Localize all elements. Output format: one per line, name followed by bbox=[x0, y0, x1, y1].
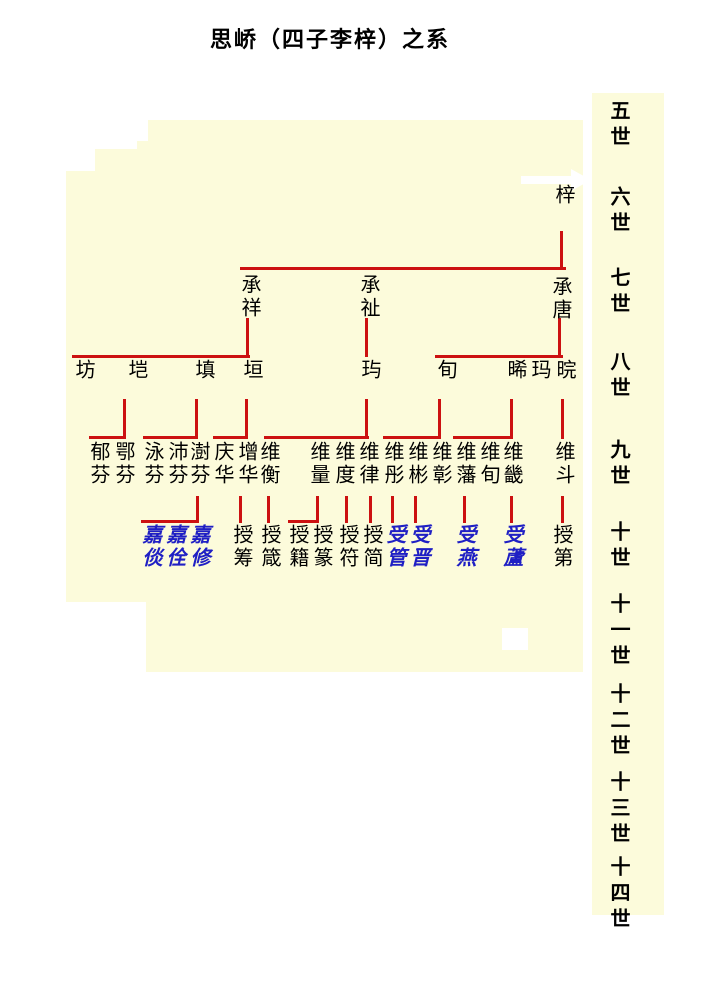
connector-vertical bbox=[510, 399, 513, 439]
connector-vertical bbox=[463, 496, 466, 523]
generation-label: 十二世 bbox=[607, 683, 629, 761]
page-title: 思峤（四子李梓）之系 bbox=[209, 27, 450, 52]
connector-vertical bbox=[196, 496, 199, 523]
person-node: 维斗 bbox=[552, 441, 574, 487]
person-node: 受管 bbox=[383, 524, 405, 570]
person-node: 授篆 bbox=[310, 524, 332, 570]
panel-cutout bbox=[66, 120, 148, 141]
person-node: 泳芬 bbox=[141, 441, 163, 487]
connector-vertical bbox=[195, 399, 198, 439]
connector-vertical bbox=[558, 318, 561, 357]
person-node: 授筹 bbox=[230, 524, 252, 570]
connector-horizontal bbox=[213, 436, 248, 439]
person-node: 授籍 bbox=[286, 524, 308, 570]
connector-horizontal bbox=[72, 355, 250, 358]
tree-panel bbox=[66, 120, 583, 672]
person-node: 垣 bbox=[240, 359, 262, 382]
connector-vertical bbox=[267, 496, 270, 523]
connector-vertical bbox=[239, 496, 242, 523]
person-node: 郁芬 bbox=[87, 441, 109, 487]
person-node: 梓 bbox=[552, 184, 574, 207]
connector-vertical bbox=[245, 399, 248, 439]
connector-vertical bbox=[345, 496, 348, 523]
person-node: 鄂芬 bbox=[112, 441, 134, 487]
connector-horizontal bbox=[89, 436, 126, 439]
connector-vertical bbox=[560, 231, 563, 269]
person-node: 旬 bbox=[434, 359, 456, 382]
person-node: 承祥 bbox=[238, 274, 260, 320]
person-node: 受蘆 bbox=[500, 524, 522, 570]
person-node: 坊 bbox=[72, 359, 94, 382]
generation-label: 八世 bbox=[607, 351, 629, 403]
person-node: 嘉倓 bbox=[139, 524, 161, 570]
connector-vertical bbox=[414, 496, 417, 523]
person-node: 庆华 bbox=[211, 441, 233, 487]
person-node: 沛芬 bbox=[165, 441, 187, 487]
person-node: 承唐 bbox=[549, 276, 571, 322]
connector-vertical bbox=[561, 496, 564, 523]
person-node: 玙 bbox=[358, 359, 380, 382]
connector-vertical bbox=[246, 318, 249, 357]
person-node: 授第 bbox=[550, 524, 572, 570]
panel-cutout bbox=[66, 149, 95, 171]
connector-horizontal bbox=[435, 355, 563, 358]
generation-label: 十三世 bbox=[607, 771, 629, 849]
person-node: 受晋 bbox=[407, 524, 429, 570]
generation-label: 九世 bbox=[607, 439, 629, 491]
person-node: 维藩 bbox=[453, 441, 475, 487]
person-node: 晞 bbox=[504, 359, 526, 382]
person-node: 维彤 bbox=[381, 441, 403, 487]
person-node: 澍芬 bbox=[187, 441, 209, 487]
panel-cutout bbox=[502, 628, 528, 650]
connector-horizontal bbox=[383, 436, 441, 439]
connector-horizontal bbox=[141, 520, 199, 523]
person-node: 增华 bbox=[235, 441, 257, 487]
connector-vertical bbox=[438, 399, 441, 439]
connector-vertical bbox=[561, 399, 564, 439]
person-node: 嘉修 bbox=[187, 524, 209, 570]
connector-vertical bbox=[391, 496, 394, 523]
person-node: 维衡 bbox=[257, 441, 279, 487]
generation-label: 五世 bbox=[607, 100, 629, 152]
person-node: 嘉佺 bbox=[163, 524, 185, 570]
person-node: 维旬 bbox=[477, 441, 499, 487]
person-node: 维彬 bbox=[405, 441, 427, 487]
person-node: 维量 bbox=[307, 441, 329, 487]
person-node: 玛 bbox=[528, 359, 550, 382]
person-node: 维度 bbox=[332, 441, 354, 487]
person-node: 受燕 bbox=[453, 524, 475, 570]
person-node: 承祉 bbox=[357, 274, 379, 320]
connector-vertical bbox=[510, 496, 513, 523]
connector-vertical bbox=[369, 496, 372, 523]
generation-label: 十一世 bbox=[607, 593, 629, 671]
connector-horizontal bbox=[240, 267, 566, 270]
connector-vertical bbox=[365, 318, 368, 357]
panel-cutout bbox=[66, 602, 146, 672]
connector-horizontal bbox=[143, 436, 198, 439]
generation-label: 十世 bbox=[607, 521, 629, 573]
person-node: 填 bbox=[192, 359, 214, 382]
connector-vertical bbox=[316, 496, 319, 523]
person-node: 晥 bbox=[553, 359, 575, 382]
person-node: 维律 bbox=[356, 441, 378, 487]
white-arrow-icon bbox=[521, 176, 573, 184]
generation-label: 十四世 bbox=[607, 856, 629, 934]
connector-horizontal bbox=[288, 520, 319, 523]
person-node: 授符 bbox=[336, 524, 358, 570]
person-node: 授简 bbox=[360, 524, 382, 570]
generation-label: 六世 bbox=[607, 186, 629, 238]
person-node: 维畿 bbox=[500, 441, 522, 487]
generation-label: 七世 bbox=[607, 267, 629, 319]
person-node: 维彰 bbox=[429, 441, 451, 487]
panel-cutout bbox=[66, 141, 137, 149]
connector-vertical bbox=[365, 399, 368, 439]
connector-horizontal bbox=[264, 436, 369, 439]
connector-vertical bbox=[123, 399, 126, 439]
person-node: 垲 bbox=[125, 359, 147, 382]
white-arrow-head-icon bbox=[571, 169, 591, 191]
person-node: 授箴 bbox=[258, 524, 280, 570]
connector-horizontal bbox=[453, 436, 513, 439]
generation-band bbox=[592, 93, 664, 915]
